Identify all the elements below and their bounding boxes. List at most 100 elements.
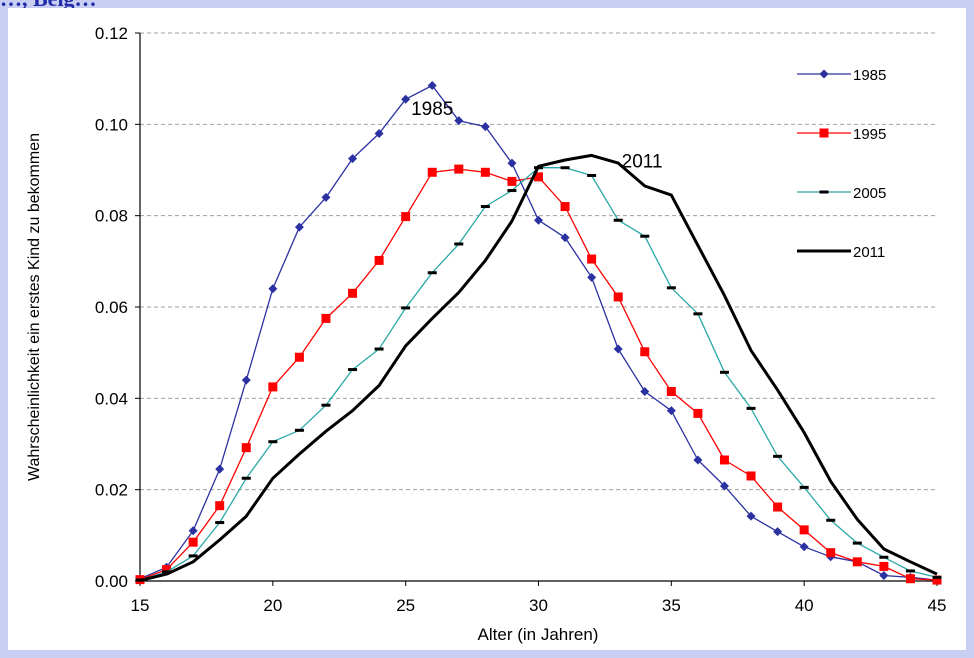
point-2005-39 xyxy=(773,454,783,458)
point-2005-40 xyxy=(799,485,809,489)
point-1995-41 xyxy=(826,548,836,558)
point-2005-26 xyxy=(427,271,437,275)
point-2005-28 xyxy=(480,205,490,209)
point-1985-33 xyxy=(613,344,623,354)
point-2005-35 xyxy=(666,286,676,290)
series-line-2011 xyxy=(139,153,938,582)
y-tick-label-3: 0.06 xyxy=(95,298,128,317)
point-1995-42 xyxy=(852,557,862,567)
point-2005-17 xyxy=(188,554,198,558)
point-2005-45 xyxy=(932,575,942,579)
point-2005-37 xyxy=(719,370,729,374)
point-1995-34 xyxy=(640,347,650,357)
point-1995-28 xyxy=(480,167,490,177)
legend: 1985 1995 2005 2011 xyxy=(797,67,886,261)
y-tick-label-2: 0.04 xyxy=(95,389,128,408)
point-1985-38 xyxy=(746,511,756,521)
point-1985-43 xyxy=(879,571,889,581)
point-1995-36 xyxy=(693,408,703,418)
legend-marker-1995 xyxy=(819,128,829,138)
point-1995-45 xyxy=(932,575,942,585)
point-2005-19 xyxy=(241,476,251,480)
point-2005-38 xyxy=(746,406,756,410)
annotation-1985: 1985 xyxy=(411,99,453,120)
series-1995 xyxy=(135,164,942,585)
legend-marker-2005 xyxy=(819,190,829,194)
point-1985-36 xyxy=(693,455,703,465)
point-1985-22 xyxy=(321,192,331,202)
point-1985-18 xyxy=(215,464,225,474)
point-1985-32 xyxy=(587,272,597,282)
point-2005-18 xyxy=(215,521,225,525)
series-group xyxy=(135,81,942,585)
point-1995-24 xyxy=(374,255,384,265)
point-1995-20 xyxy=(268,382,278,392)
point-2005-20 xyxy=(268,440,278,444)
y-tick-label-1: 0.02 xyxy=(95,481,128,500)
x-tick-label-6: 45 xyxy=(928,596,947,615)
point-1995-26 xyxy=(427,167,437,177)
point-1985-25 xyxy=(401,94,411,104)
point-2005-42 xyxy=(852,541,862,545)
axes: 0.00 0.02 0.04 0.06 0.08 0.10 0.12 15 20 25 30 35 40… xyxy=(95,24,947,615)
point-1995-29 xyxy=(507,176,517,186)
x-tick-label-4: 35 xyxy=(662,596,681,615)
point-1995-21 xyxy=(294,352,304,362)
point-2005-27 xyxy=(454,242,464,246)
point-1985-21 xyxy=(294,222,304,232)
point-2005-23 xyxy=(348,368,358,372)
point-2005-16 xyxy=(162,570,172,574)
point-1995-35 xyxy=(666,386,676,396)
point-1985-17 xyxy=(188,526,198,536)
x-tick-label-1: 20 xyxy=(263,596,282,615)
point-2005-44 xyxy=(905,569,915,573)
point-1985-20 xyxy=(268,284,278,294)
point-2005-22 xyxy=(321,403,331,407)
y-tick-label-6: 0.12 xyxy=(95,24,128,43)
point-1995-16 xyxy=(162,565,172,575)
point-1995-18 xyxy=(215,501,225,511)
legend-label-1995: 1995 xyxy=(853,126,886,143)
point-1985-31 xyxy=(560,233,570,243)
series-2011 xyxy=(139,153,938,582)
x-tick-label-2: 25 xyxy=(396,596,415,615)
legend-label-1985: 1985 xyxy=(853,67,886,84)
y-tick-label-5: 0.10 xyxy=(95,115,128,134)
y-axis-label: Wahrscheinlichkeit ein erstes Kind zu be… xyxy=(26,133,43,481)
point-1985-39 xyxy=(773,527,783,537)
point-2005-31 xyxy=(560,166,570,170)
point-2005-33 xyxy=(613,218,623,222)
point-2005-24 xyxy=(374,347,384,351)
header-fragment: …, Beig… xyxy=(0,0,97,12)
point-1995-38 xyxy=(746,471,756,481)
y-tick-label-4: 0.08 xyxy=(95,207,128,226)
point-2005-29 xyxy=(507,189,517,193)
x-axis-label: Alter (in Jahren) xyxy=(478,625,599,644)
point-1995-30 xyxy=(534,172,543,182)
y-tick-label-0: 0.00 xyxy=(95,572,128,591)
point-2005-32 xyxy=(587,173,597,177)
point-1985-24 xyxy=(374,128,384,138)
x-tick-label-3: 30 xyxy=(529,596,548,615)
point-1995-31 xyxy=(560,202,570,212)
point-1995-17 xyxy=(188,537,198,547)
legend-marker-1985 xyxy=(819,69,829,79)
point-1995-44 xyxy=(905,574,915,584)
point-2005-43 xyxy=(879,555,889,559)
point-1985-19 xyxy=(241,375,251,385)
x-tick-label-0: 15 xyxy=(131,596,150,615)
point-1995-33 xyxy=(613,292,623,302)
point-1985-35 xyxy=(666,406,676,416)
point-1985-28 xyxy=(480,122,490,132)
point-1985-37 xyxy=(719,481,729,491)
legend-label-2011: 2011 xyxy=(853,244,885,261)
point-1995-22 xyxy=(321,313,331,323)
point-1995-39 xyxy=(773,502,783,512)
point-1985-30 xyxy=(534,215,543,225)
plot-area xyxy=(140,33,937,581)
point-1995-25 xyxy=(401,212,411,222)
point-1985-23 xyxy=(348,154,358,164)
point-1995-37 xyxy=(719,455,729,465)
point-2005-34 xyxy=(640,234,650,238)
